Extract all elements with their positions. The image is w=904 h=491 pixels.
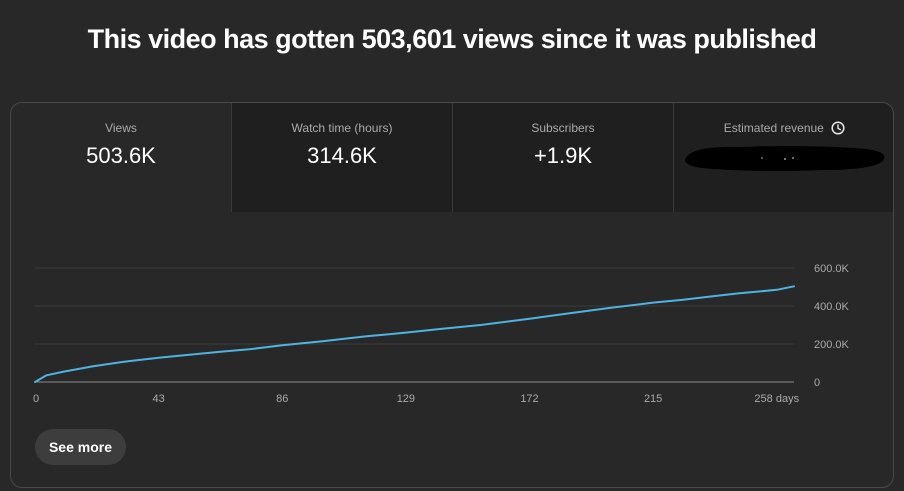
redacted-revenue-value: [685, 145, 885, 172]
x-tick-label: 215: [644, 393, 662, 405]
page-headline: This video has gotten 503,601 views sinc…: [87, 24, 817, 54]
tab-revenue-title-row: Estimated revenue: [674, 121, 893, 135]
tab-subscribers-value: +1.9K: [533, 143, 593, 168]
tab-subscribers[interactable]: Subscribers +1.9K: [453, 103, 674, 212]
tab-views-value: 503.6K: [86, 143, 156, 168]
x-tick-label: 172: [520, 393, 538, 405]
tab-revenue-title: Estimated revenue: [723, 121, 824, 135]
views-line-chart: 0 200.0K 400.0K 600.0K 0 43 86 129 172 215 258 day…: [33, 263, 850, 405]
tab-watch-time[interactable]: Watch time (hours) 314.6K: [232, 103, 453, 212]
tab-watch-time-value: 314.6K: [307, 143, 377, 168]
x-tick-label: 0: [33, 393, 39, 405]
clock-icon[interactable]: [831, 121, 845, 135]
y-tick-label: 600.0K: [814, 263, 850, 275]
x-tick-label: 258 days: [754, 393, 799, 405]
metric-tabs: Views 503.6K Watch time (hours) 314.6K S…: [11, 103, 893, 212]
x-tick-label: 43: [153, 393, 165, 405]
tab-estimated-revenue[interactable]: Estimated revenue: [674, 103, 893, 212]
views-chart: 0 200.0K 400.0K 600.0K 0 43 86 129 172 215 258 day…: [11, 212, 893, 412]
analytics-card: Views 503.6K Watch time (hours) 314.6K S…: [10, 102, 894, 488]
y-tick-label: 0: [814, 377, 820, 389]
x-tick-label: 129: [397, 393, 415, 405]
tab-watch-time-title: Watch time (hours): [291, 121, 393, 135]
y-tick-label: 200.0K: [814, 339, 850, 351]
tab-views[interactable]: Views 503.6K: [11, 103, 232, 212]
tab-views-title: Views: [105, 121, 137, 135]
tab-subscribers-title: Subscribers: [531, 121, 595, 135]
x-tick-label: 86: [276, 393, 288, 405]
see-more-button[interactable]: See more: [35, 429, 126, 465]
y-tick-label: 400.0K: [814, 301, 850, 313]
views-series-line: [34, 285, 795, 383]
